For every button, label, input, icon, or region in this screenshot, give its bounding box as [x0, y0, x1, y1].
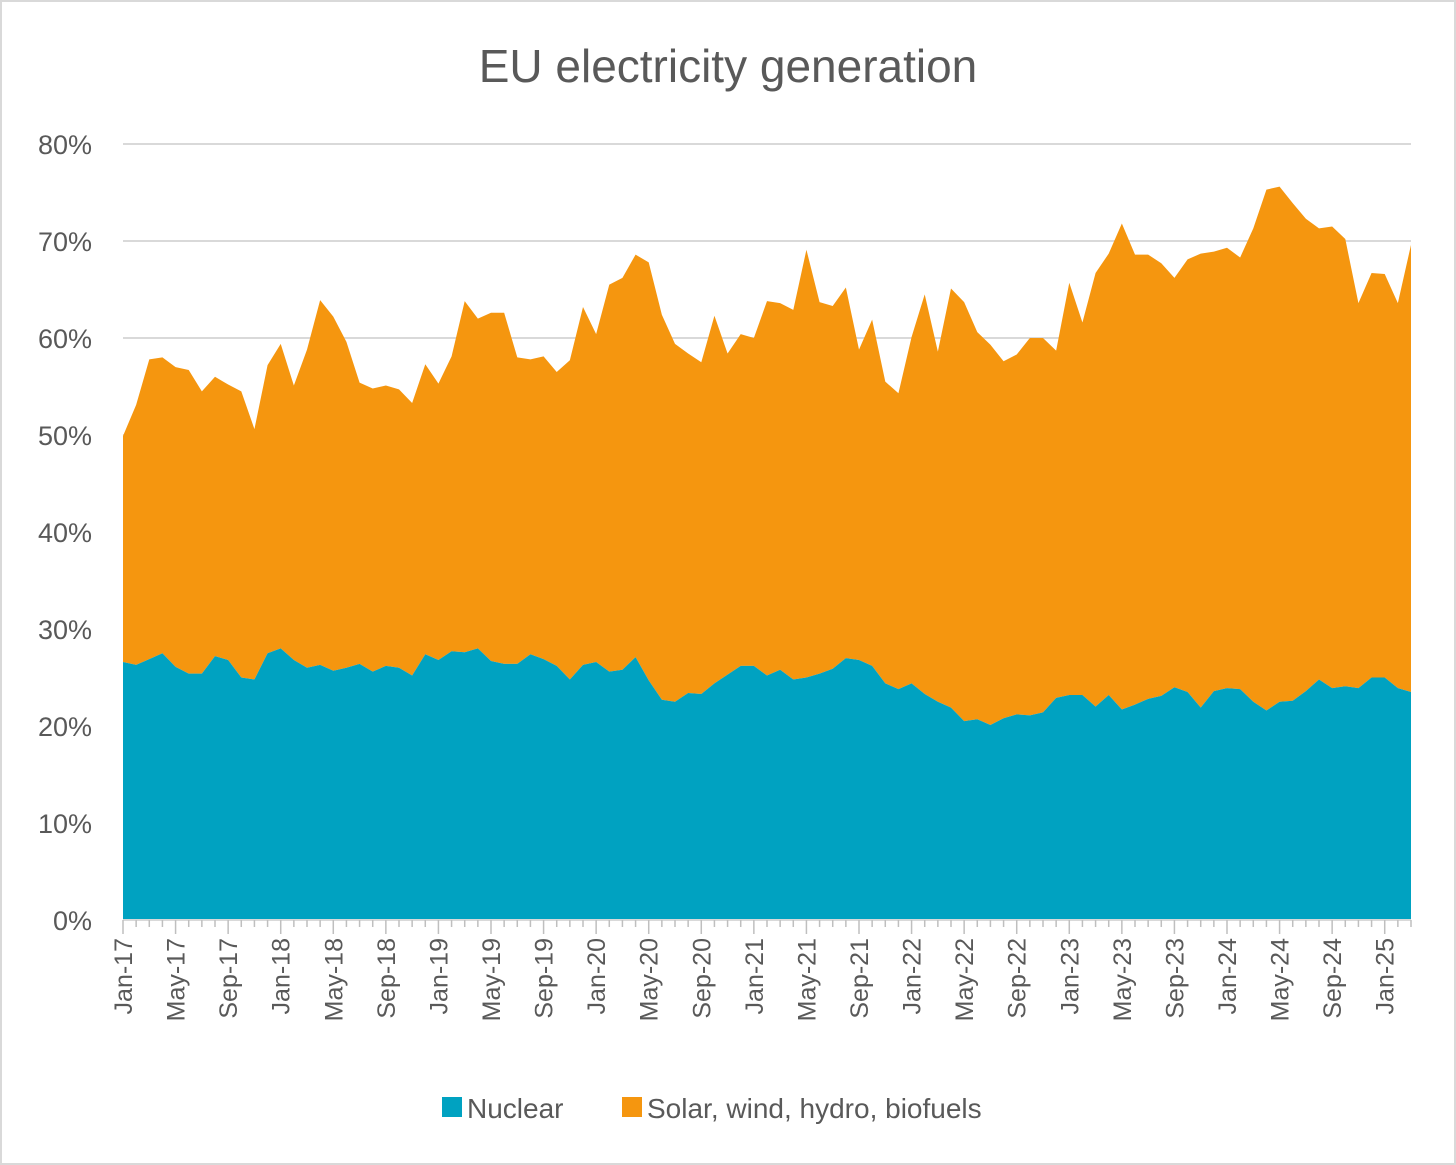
legend-swatch-nuclear: [442, 1097, 462, 1117]
y-tick-label: 50%: [38, 421, 92, 451]
x-tick-label: Sep-18: [373, 938, 401, 1019]
series-area-nuclear: [123, 648, 1411, 920]
x-tick-label: Sep-20: [688, 938, 716, 1019]
x-tick-label: Jan-24: [1214, 938, 1242, 1015]
y-tick-label: 70%: [38, 227, 92, 257]
y-tick-label: 10%: [38, 809, 92, 839]
x-tick-label: Sep-17: [215, 938, 243, 1019]
x-tick-label: Jan-23: [1056, 938, 1084, 1014]
x-tick-label: Sep-22: [1004, 938, 1032, 1019]
x-tick-label: May-23: [1109, 938, 1137, 1021]
legend-swatch-renewables: [622, 1097, 642, 1117]
x-tick-label: Sep-21: [846, 938, 874, 1019]
x-tick-label: Jan-17: [110, 938, 138, 1014]
x-tick-label: May-20: [636, 938, 664, 1021]
x-tick-label: Jan-20: [583, 938, 611, 1014]
legend-label-renewables: Solar, wind, hydro, biofuels: [647, 1093, 982, 1124]
legend: Nuclear Solar, wind, hydro, biofuels: [442, 1093, 982, 1124]
series-area-renewables: [123, 186, 1411, 726]
x-tick-label: May-17: [163, 938, 191, 1021]
x-tick-label: Jan-18: [268, 938, 296, 1014]
x-tick-label: May-24: [1267, 938, 1295, 1021]
legend-label-nuclear: Nuclear: [467, 1093, 563, 1124]
plot-areas: [123, 186, 1411, 920]
x-tick-label: Jan-21: [741, 938, 769, 1014]
y-tick-label: 40%: [38, 518, 92, 548]
x-tick-label: May-18: [320, 938, 348, 1021]
x-tick-label: Jan-19: [425, 938, 453, 1014]
y-tick-label: 20%: [38, 712, 92, 742]
x-tick-label: Sep-19: [531, 938, 559, 1019]
x-tick-label: Sep-23: [1161, 938, 1189, 1019]
x-tick-label: Jan-25: [1372, 938, 1400, 1014]
x-tick-label: Jan-22: [899, 938, 927, 1014]
y-tick-label: 60%: [38, 324, 92, 354]
y-tick-label: 30%: [38, 615, 92, 645]
x-tick-label: May-21: [793, 938, 821, 1021]
x-tick-label: May-22: [951, 938, 979, 1021]
chart-title: EU electricity generation: [479, 40, 978, 92]
x-tick-label: May-19: [478, 938, 506, 1021]
axes: 0% 10% 20% 30% 40% 50% 60% 70% 80% Jan-17 May-17 Se…: [38, 130, 1412, 1021]
y-tick-label: 0%: [53, 906, 92, 936]
x-tick-label: Sep-24: [1319, 938, 1347, 1019]
y-tick-label: 80%: [38, 130, 92, 160]
